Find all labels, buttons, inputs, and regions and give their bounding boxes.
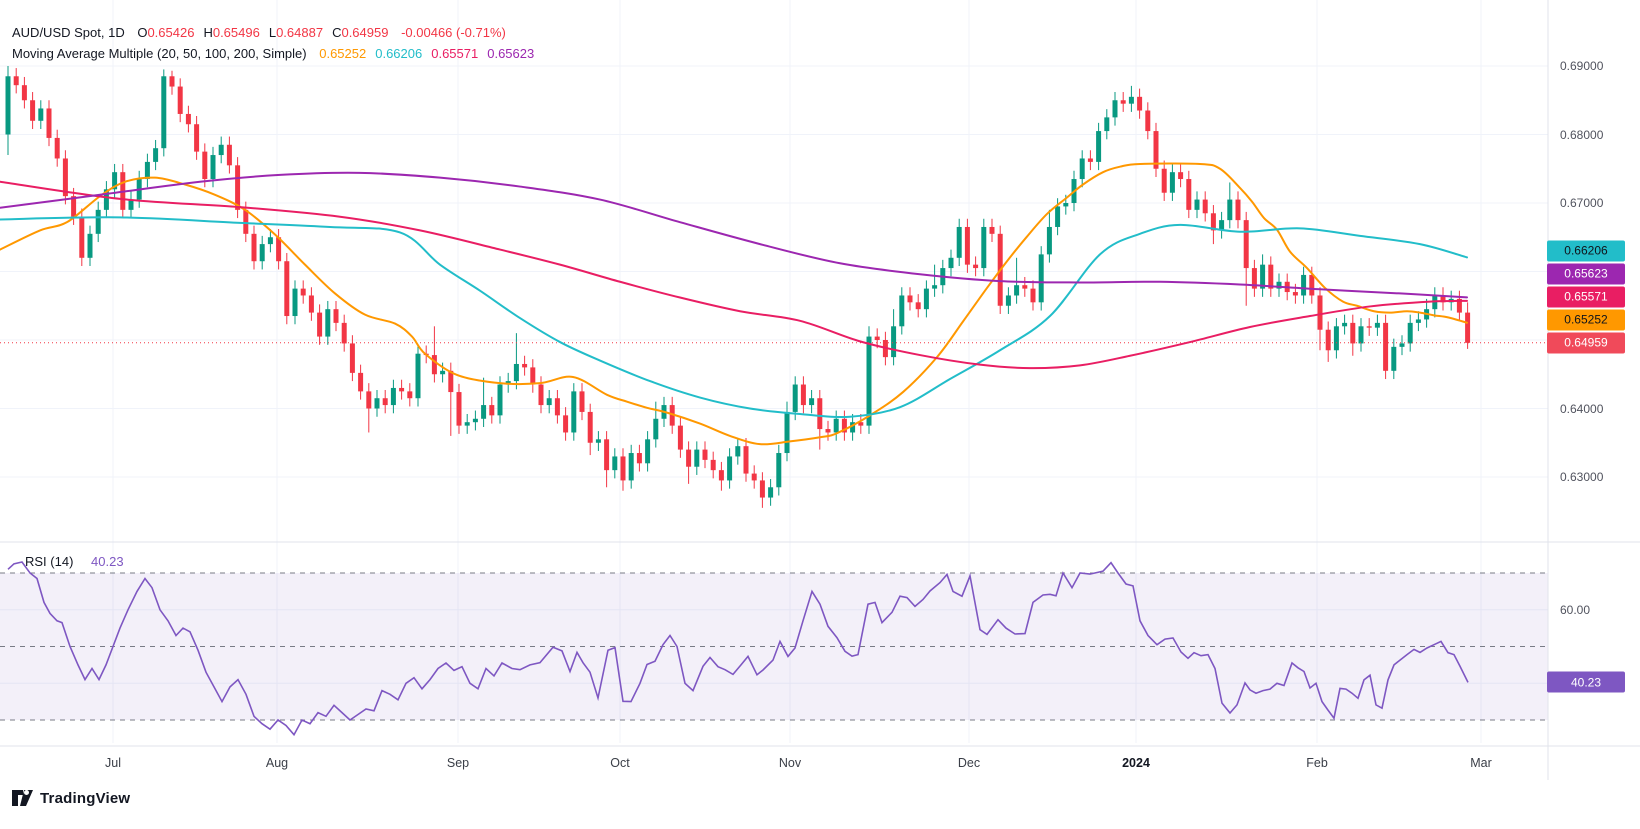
time-axis[interactable]: Jul Aug Sep Oct Nov Dec 2024 Feb Mar xyxy=(0,746,1548,780)
price-badge-last-price: 0.64959 xyxy=(1547,332,1625,354)
ma-values: 0.65252 0.66206 0.65571 0.65623 xyxy=(310,46,534,61)
time-axis-label: Oct xyxy=(610,756,630,770)
ohlc-token: L0.64887 xyxy=(268,25,324,40)
ma-value: 0.65252 xyxy=(319,46,367,61)
time-axis-label: Jul xyxy=(105,756,121,770)
price-badge-sma100: 0.65571 xyxy=(1547,286,1625,308)
ma-value: 0.65571 xyxy=(431,46,479,61)
price-badge-sma200: 0.65623 xyxy=(1547,263,1625,285)
price-axis-label: 0.64000 xyxy=(1560,401,1604,416)
tradingview-logo-text: TradingView xyxy=(40,789,131,807)
ma-line-sma100[interactable] xyxy=(0,180,1468,370)
time-axis-label: Aug xyxy=(265,756,289,770)
price-badge-sma50: 0.66206 xyxy=(1547,240,1625,262)
candles-layer[interactable] xyxy=(5,66,1471,508)
ma-line-sma50[interactable] xyxy=(0,216,1468,418)
rsi-line[interactable] xyxy=(7,561,1469,737)
ohlc-values: O0.65426 H0.65496 L0.64887 C0.64959 xyxy=(128,25,388,40)
price-axis[interactable]: 0.69000 0.68000 0.67000 0.64000 0.63000 0.662… xyxy=(1547,0,1640,829)
time-axis-label: Nov xyxy=(778,756,802,770)
ma-indicator-title[interactable]: Moving Average Multiple (20, 50, 100, 20… xyxy=(12,46,307,61)
price-axis-label: 0.67000 xyxy=(1560,196,1604,210)
change-value: -0.00466 (-0.71%) xyxy=(401,25,506,40)
price-axis-label: 0.68000 xyxy=(1560,127,1604,142)
time-axis-label: Mar xyxy=(1470,756,1492,770)
tradingview-logo-icon xyxy=(12,790,33,806)
ma-value: 0.66206 xyxy=(375,46,423,61)
time-axis-label: Sep xyxy=(446,756,470,770)
rsi-indicator-title[interactable]: RSI (14) xyxy=(25,554,74,569)
rsi-axis-label: 60.00 xyxy=(1560,602,1591,617)
tradingview-logo[interactable]: TradingView xyxy=(12,789,130,807)
rsi-value-badge: 40.23 xyxy=(1547,671,1625,693)
rsi-legend[interactable]: RSI (14) 40.23 xyxy=(25,554,124,569)
rsi-value: 40.23 xyxy=(91,554,124,569)
symbol-title[interactable]: AUD/USD Spot, 1D xyxy=(12,25,125,40)
price-badge-sma20: 0.65252 xyxy=(1547,309,1625,331)
ohlc-token: H0.65496 xyxy=(203,25,260,40)
ma-line-sma200[interactable] xyxy=(0,171,1468,299)
grid-lines xyxy=(0,0,1548,743)
price-axis-label: 0.63000 xyxy=(1560,470,1604,484)
ohlc-token: C0.64959 xyxy=(332,25,389,40)
time-axis-label: Feb xyxy=(1306,756,1328,770)
price-axis-label: 0.69000 xyxy=(1560,59,1604,73)
ohlc-token: O0.65426 xyxy=(137,25,195,40)
symbol-legend[interactable]: AUD/USD Spot, 1D O0.65426 H0.65496 L0.6488… xyxy=(12,25,506,40)
ma-value: 0.65623 xyxy=(487,46,535,61)
ma-legend[interactable]: Moving Average Multiple (20, 50, 100, 20… xyxy=(12,46,534,61)
time-axis-label: Dec xyxy=(957,756,981,770)
time-axis-label: 2024 xyxy=(1122,756,1150,770)
